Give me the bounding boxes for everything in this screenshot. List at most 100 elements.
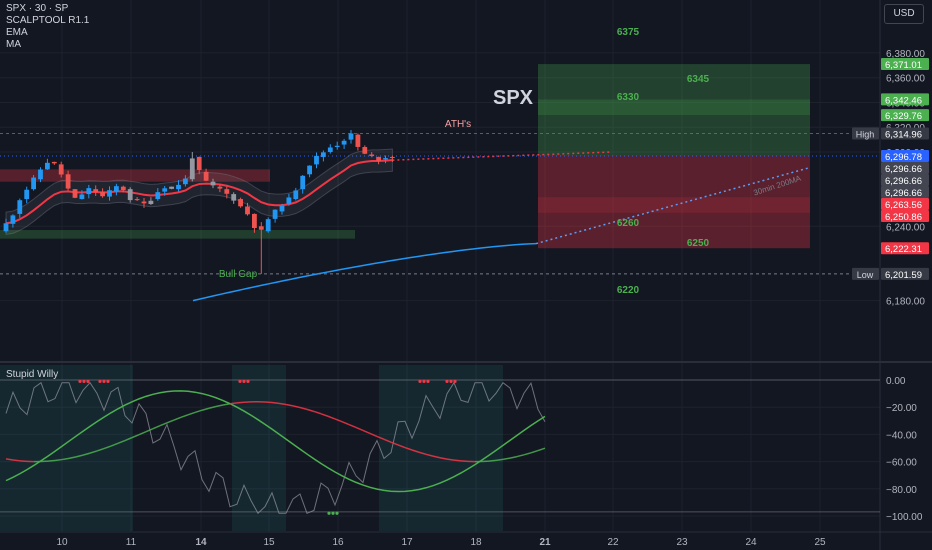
candle-body [31, 177, 36, 190]
osc-slow-line [89, 450, 98, 454]
candle-body [272, 209, 278, 219]
ma-200-line [192, 242, 537, 302]
candle-body [79, 194, 85, 200]
bull-gap-zone [0, 230, 355, 239]
osc-slow-line [313, 410, 322, 415]
candle-body [24, 189, 30, 200]
price-tick-label: 6,360.00 [886, 74, 925, 85]
candle-body [321, 152, 326, 157]
osc-slow-line [117, 439, 126, 445]
candle-body [107, 190, 112, 197]
candle-body [189, 158, 195, 180]
time-tick-label: 22 [607, 537, 619, 548]
osc-slow-line [5, 458, 14, 461]
candle-body [148, 200, 154, 205]
osc-slow-line [432, 455, 441, 459]
candle-body [383, 158, 388, 160]
osc-signal-dot [426, 379, 430, 383]
time-tick-label: 14 [195, 537, 207, 548]
candle-body [114, 186, 119, 192]
osc-slow-line [292, 405, 301, 409]
osc-slow-line [439, 457, 448, 460]
candle-body [314, 155, 319, 165]
candle-body [134, 199, 140, 201]
price-tag-label: 6,263.56 [885, 200, 922, 211]
candle-body [362, 147, 368, 154]
candle-body [72, 189, 78, 198]
oscillator-title[interactable]: Stupid Willy [6, 369, 59, 380]
osc-zone [232, 365, 286, 531]
legend-indicator-ema[interactable]: EMA [6, 27, 28, 38]
osc-tick-label: −80.00 [886, 485, 917, 496]
price-tag [881, 267, 929, 280]
osc-slow-line [425, 453, 434, 457]
osc-slow-line [180, 414, 189, 419]
ema-line [5, 159, 393, 225]
time-tick-label: 11 [126, 537, 137, 548]
osc-slow-line [411, 449, 420, 453]
candle-body [245, 206, 250, 215]
osc-slow-line [236, 401, 245, 404]
candle-body [155, 192, 161, 200]
price-tag-label: 6,296.66 [885, 176, 922, 187]
time-tick-label: 16 [332, 537, 344, 548]
candle-body [162, 188, 168, 192]
candle-body [327, 147, 333, 152]
legend-indicator-scalptool[interactable]: SCALPTOOL R1.1 [6, 15, 90, 26]
osc-slow-line [194, 409, 203, 414]
price-tag [881, 161, 929, 174]
osc-slow-line [271, 401, 280, 405]
price-tick-label: 6,380.00 [886, 49, 925, 60]
osc-signal-dot [98, 379, 102, 383]
time-tick-label: 10 [56, 537, 68, 548]
candle-body [86, 188, 92, 195]
legend-indicator-ma[interactable]: MA [6, 39, 21, 50]
osc-slow-line [362, 429, 371, 435]
channel-band [5, 148, 393, 235]
price-tag [881, 109, 929, 122]
price-tag-label: 6,314.96 [885, 129, 922, 140]
candle-body [217, 186, 223, 189]
time-tick-label: 21 [539, 537, 551, 548]
price-tag-label: 6,342.46 [885, 95, 922, 106]
osc-signal-dot [102, 379, 106, 383]
osc-raw-line [5, 381, 546, 515]
candle-body [203, 171, 209, 181]
candle-body [293, 190, 299, 200]
osc-slow-line [369, 432, 378, 438]
candle-body [224, 189, 230, 194]
price-tag-label: 6,296.66 [885, 188, 922, 199]
osc-slow-line [159, 422, 168, 427]
osc-slow-line [19, 460, 28, 463]
candle-body [258, 226, 264, 230]
osc-slow-line [229, 402, 238, 405]
candle-body [355, 134, 361, 147]
currency-button[interactable]: USD [884, 4, 924, 24]
osc-slow-line [75, 454, 84, 458]
osc-slow-line [390, 441, 399, 446]
price-tag-name-box [852, 127, 879, 140]
osc-slow-line [264, 401, 273, 404]
price-tag [881, 185, 929, 198]
osc-tick-label: −60.00 [886, 458, 917, 469]
osc-signal-dot [327, 511, 331, 515]
price-tag-name-box [852, 267, 879, 280]
candle-body [93, 189, 99, 193]
osc-slow-line [320, 413, 329, 417]
candle-body [183, 178, 188, 185]
osc-slow-line [537, 447, 546, 452]
osc-slow-line [96, 447, 105, 452]
level-label: 6220 [617, 285, 640, 296]
level-label: 6260 [617, 218, 640, 229]
candle-body [58, 164, 64, 175]
chart-title: SPX [493, 87, 534, 109]
osc-slow-line [103, 445, 112, 450]
candle-body [348, 133, 354, 140]
time-tick-label: 24 [745, 537, 757, 548]
osc-slow-line [404, 446, 413, 451]
price-tag-label: 6,250.86 [885, 212, 922, 223]
legend-symbol[interactable]: SPX · 30 · SP [6, 3, 69, 14]
osc-slow-line [208, 405, 217, 409]
osc-slow-line [131, 433, 140, 439]
